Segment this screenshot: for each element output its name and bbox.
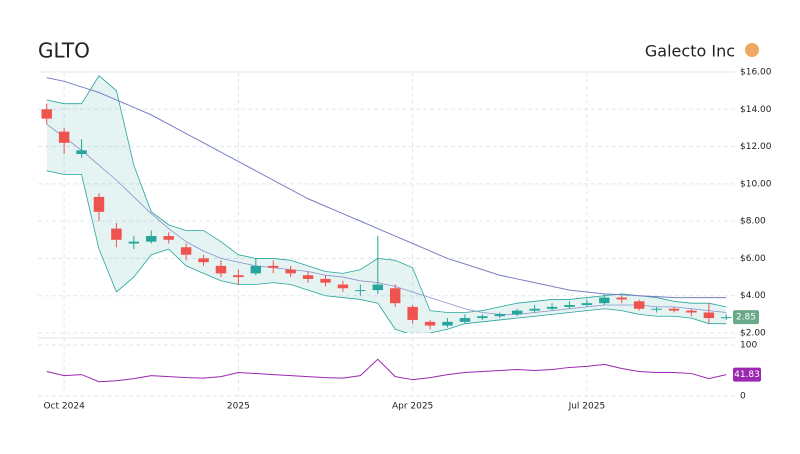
candle-body xyxy=(424,321,436,326)
candle-body xyxy=(703,312,715,319)
candle-body xyxy=(111,228,122,240)
candle-body xyxy=(320,278,331,283)
candle-body xyxy=(581,303,593,306)
y-tick-label: $14.00 xyxy=(740,105,772,115)
x-tick-label: Jul 2025 xyxy=(568,402,606,412)
bollinger-line xyxy=(46,170,727,333)
candle-body xyxy=(511,310,523,315)
candle-body xyxy=(268,265,279,268)
candle-body xyxy=(442,321,453,326)
y-tick-label: $8.00 xyxy=(740,217,766,227)
y-tick-label: $12.00 xyxy=(740,142,772,152)
candle-body xyxy=(546,306,558,309)
candle-body xyxy=(215,265,227,274)
candle-body xyxy=(163,236,174,240)
candle-body xyxy=(477,316,488,319)
candle-body xyxy=(459,318,471,322)
candle-body xyxy=(285,269,296,274)
candle-body xyxy=(302,275,314,279)
candle-body xyxy=(180,247,192,255)
candle-body xyxy=(686,310,697,313)
candle-body xyxy=(668,308,680,311)
candle-body xyxy=(599,297,610,304)
rsi-tag-label: 41.83 xyxy=(734,370,760,380)
rsi-tick-label: 0 xyxy=(740,392,746,402)
candle-body xyxy=(372,284,384,291)
company-name: Galecto Inc xyxy=(645,42,735,61)
sma-short xyxy=(46,123,727,315)
candle-body xyxy=(564,305,575,307)
candle-body xyxy=(250,265,262,274)
y-tick-label: $16.00 xyxy=(740,68,772,78)
y-tick-label: $4.00 xyxy=(740,291,766,301)
x-tick-label: Apr 2025 xyxy=(392,402,433,412)
ticker: GLTO xyxy=(38,39,90,63)
x-tick-label: Oct 2024 xyxy=(43,402,85,412)
candle-body xyxy=(233,275,244,278)
candle-body xyxy=(721,317,732,319)
rsi-tick-label: 100 xyxy=(740,341,757,351)
y-tick-label: $6.00 xyxy=(740,254,766,264)
candle-body xyxy=(41,109,52,119)
x-tick-label: 2025 xyxy=(227,402,250,412)
company-icon xyxy=(745,43,759,57)
candle-body xyxy=(389,288,401,304)
candle-body xyxy=(93,196,105,212)
rsi-line xyxy=(46,358,727,383)
y-tick-label: $10.00 xyxy=(740,179,772,189)
candle-body xyxy=(494,314,505,317)
candle-body xyxy=(198,258,209,263)
rsi-tag xyxy=(733,367,761,382)
sma-long xyxy=(46,77,727,299)
candle-body xyxy=(128,241,140,244)
candle-body xyxy=(616,297,627,300)
candle-body xyxy=(355,290,366,292)
price-tag xyxy=(733,310,759,325)
candle-body xyxy=(337,284,349,289)
price-tag-label: 2.85 xyxy=(736,313,756,323)
y-tick-label: $2.00 xyxy=(740,329,766,339)
candle-body xyxy=(146,236,157,242)
candle-body xyxy=(529,308,540,311)
candle-body xyxy=(651,308,662,310)
candle-body xyxy=(76,150,87,155)
candle-body xyxy=(58,131,70,143)
candle-body xyxy=(407,306,418,320)
candle-body xyxy=(633,301,645,309)
